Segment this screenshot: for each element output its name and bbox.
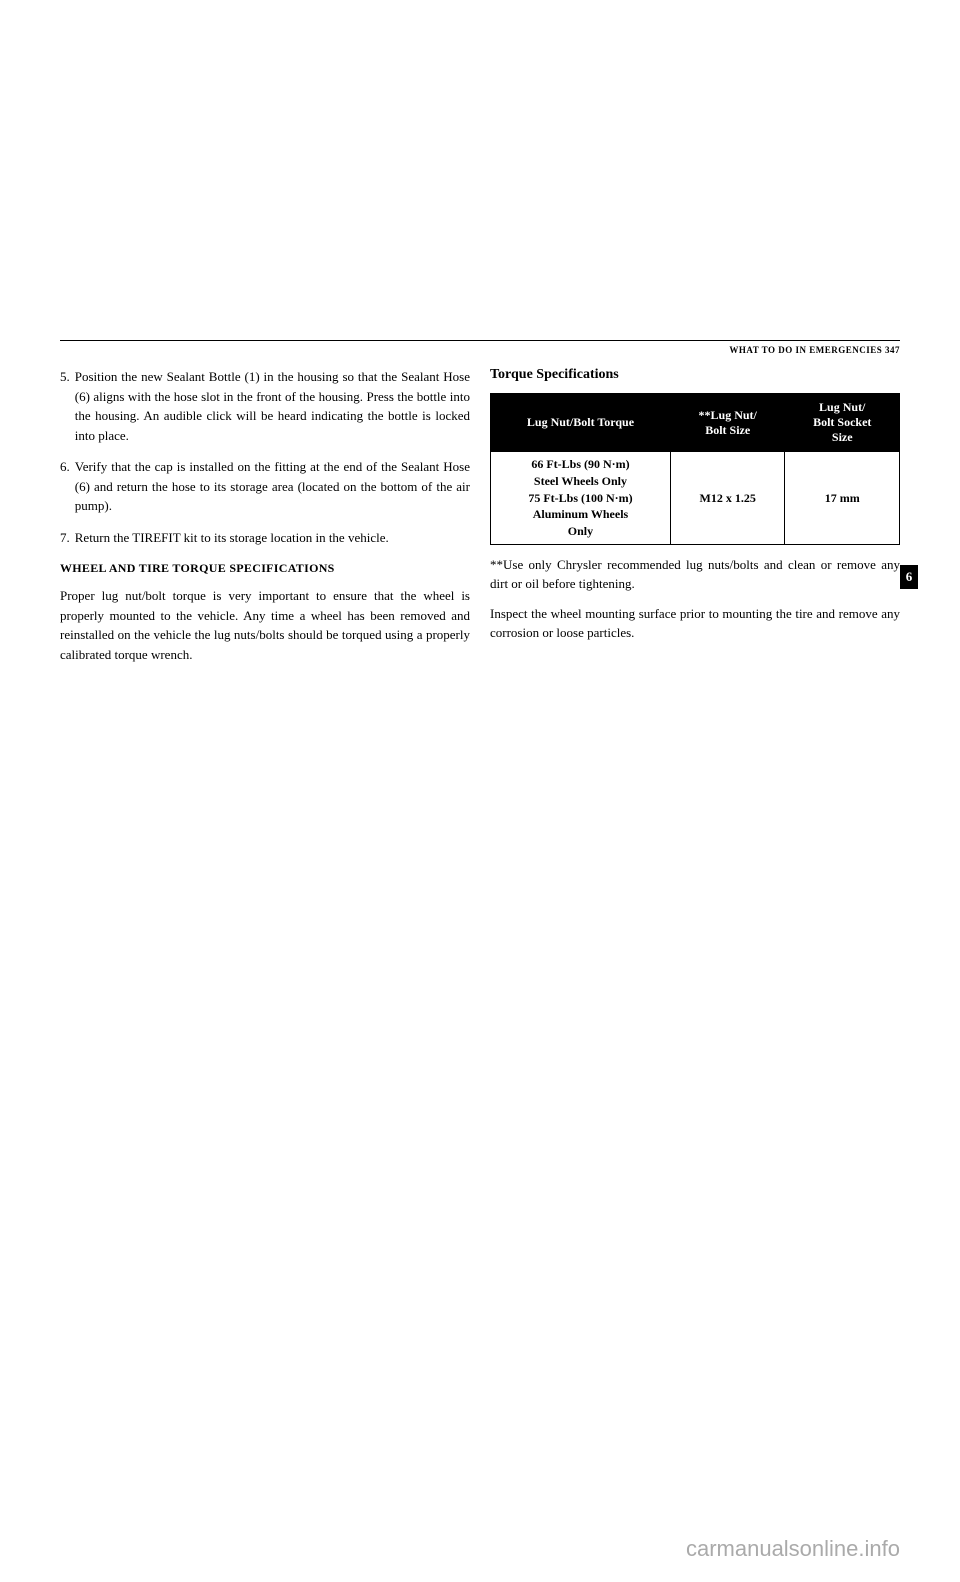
list-number: 5. <box>60 367 70 445</box>
page-wrapper: WHAT TO DO IN EMERGENCIES 347 5. Positio… <box>60 340 900 674</box>
header-pagenum: 347 <box>885 345 900 355</box>
list-text: Return the TIREFIT kit to its storage lo… <box>75 528 470 548</box>
list-text: Verify that the cap is installed on the … <box>75 457 470 516</box>
table-cell: 66 Ft-Lbs (90 N·m)Steel Wheels Only75 Ft… <box>491 452 671 545</box>
table-cell: 17 mm <box>785 452 900 545</box>
content-columns: 5. Position the new Sealant Bottle (1) i… <box>60 367 900 674</box>
list-item: 5. Position the new Sealant Bottle (1) i… <box>60 367 470 445</box>
body-paragraph: Proper lug nut/bolt torque is very impor… <box>60 586 470 664</box>
table-cell: M12 x 1.25 <box>670 452 785 545</box>
page-header: WHAT TO DO IN EMERGENCIES 347 <box>60 345 900 355</box>
header-section: WHAT TO DO IN EMERGENCIES <box>729 345 882 355</box>
table-header: Lug Nut/Bolt SocketSize <box>785 394 900 452</box>
table-header: Lug Nut/Bolt Torque <box>491 394 671 452</box>
body-paragraph: Inspect the wheel mounting surface prior… <box>490 604 900 643</box>
section-heading: WHEEL AND TIRE TORQUE SPECIFICATIONS <box>60 561 470 576</box>
table-note: **Use only Chrysler recommended lug nuts… <box>490 555 900 594</box>
list-number: 7. <box>60 528 70 548</box>
list-number: 6. <box>60 457 70 516</box>
list-item: 7. Return the TIREFIT kit to its storage… <box>60 528 470 548</box>
table-header: **Lug Nut/Bolt Size <box>670 394 785 452</box>
section-tab: 6 <box>900 565 918 589</box>
list-text: Position the new Sealant Bottle (1) in t… <box>75 367 470 445</box>
table-row: 66 Ft-Lbs (90 N·m)Steel Wheels Only75 Ft… <box>491 452 900 545</box>
right-column: Torque Specifications Lug Nut/Bolt Torqu… <box>490 367 900 674</box>
list-item: 6. Verify that the cap is installed on t… <box>60 457 470 516</box>
watermark: carmanualsonline.info <box>686 1536 900 1562</box>
subsection-heading: Torque Specifications <box>490 367 900 383</box>
left-column: 5. Position the new Sealant Bottle (1) i… <box>60 367 470 674</box>
torque-table: Lug Nut/Bolt Torque **Lug Nut/Bolt Size … <box>490 393 900 545</box>
